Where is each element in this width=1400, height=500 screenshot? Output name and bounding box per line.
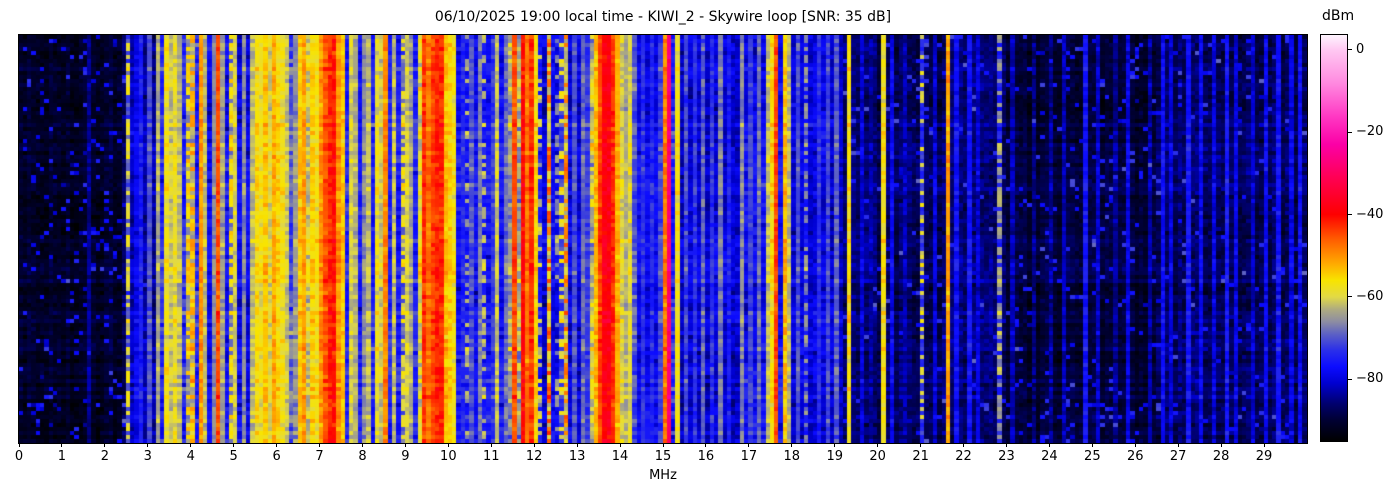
x-tick-mark bbox=[147, 443, 149, 447]
x-tick-mark bbox=[1091, 443, 1093, 447]
x-tick-mark bbox=[276, 443, 278, 447]
colorbar-tick-label: −40 bbox=[1356, 206, 1384, 222]
x-tick-label: 11 bbox=[482, 449, 500, 464]
x-tick-label: 14 bbox=[611, 449, 629, 464]
colorbar-tick-label: −60 bbox=[1356, 288, 1384, 304]
x-tick-mark bbox=[18, 443, 20, 447]
waterfall-plot-area bbox=[18, 34, 1308, 444]
x-tick-mark bbox=[662, 443, 664, 447]
x-tick-mark bbox=[1220, 443, 1222, 447]
x-tick-label: 4 bbox=[186, 449, 195, 464]
x-tick-label: 27 bbox=[1169, 449, 1187, 464]
x-tick-label: 9 bbox=[401, 449, 410, 464]
colorbar-tick-label: −80 bbox=[1356, 371, 1384, 387]
x-tick-label: 6 bbox=[272, 449, 281, 464]
x-tick-mark bbox=[319, 443, 321, 447]
x-tick-mark bbox=[834, 443, 836, 447]
colorbar-tick-mark bbox=[1348, 378, 1352, 380]
x-tick-label: 28 bbox=[1212, 449, 1230, 464]
x-tick-label: 23 bbox=[998, 449, 1015, 464]
x-axis-label: MHz bbox=[649, 468, 677, 483]
x-tick-mark bbox=[791, 443, 793, 447]
x-tick-mark bbox=[404, 443, 406, 447]
x-tick-mark bbox=[619, 443, 621, 447]
x-tick-label: 25 bbox=[1084, 449, 1101, 464]
x-tick-label: 17 bbox=[740, 449, 758, 464]
colorbar-tick-mark bbox=[1348, 214, 1352, 216]
x-tick-mark bbox=[1177, 443, 1179, 447]
x-tick-mark bbox=[877, 443, 879, 447]
x-tick-label: 5 bbox=[229, 449, 238, 464]
x-tick-mark bbox=[705, 443, 707, 447]
x-tick-mark bbox=[963, 443, 965, 447]
x-tick-mark bbox=[233, 443, 235, 447]
waterfall-canvas bbox=[19, 35, 1307, 443]
x-tick-label: 7 bbox=[315, 449, 324, 464]
colorbar-tick-mark bbox=[1348, 49, 1352, 51]
x-tick-mark bbox=[361, 443, 363, 447]
x-tick-mark bbox=[190, 443, 192, 447]
x-tick-mark bbox=[533, 443, 535, 447]
colorbar bbox=[1320, 34, 1348, 442]
x-tick-mark bbox=[1048, 443, 1050, 447]
x-tick-label: 8 bbox=[358, 449, 367, 464]
x-tick-label: 3 bbox=[143, 449, 152, 464]
x-tick-mark bbox=[576, 443, 578, 447]
x-tick-label: 18 bbox=[783, 449, 801, 464]
x-tick-label: 0 bbox=[14, 449, 24, 464]
x-tick-label: 12 bbox=[525, 449, 543, 464]
x-tick-label: 13 bbox=[568, 449, 586, 464]
x-tick-mark bbox=[748, 443, 750, 447]
colorbar-tick-label: 0 bbox=[1356, 41, 1365, 57]
x-tick-label: 15 bbox=[654, 449, 672, 464]
x-tick-label: 19 bbox=[826, 449, 843, 464]
x-tick-mark bbox=[1134, 443, 1136, 447]
x-tick-label: 1 bbox=[57, 449, 67, 464]
x-tick-mark bbox=[61, 443, 63, 447]
x-tick-mark bbox=[920, 443, 922, 447]
colorbar-tick-mark bbox=[1348, 296, 1352, 298]
x-tick-label: 2 bbox=[100, 449, 109, 464]
x-tick-label: 24 bbox=[1041, 449, 1058, 464]
x-tick-label: 26 bbox=[1126, 449, 1144, 464]
x-tick-mark bbox=[1263, 443, 1265, 447]
x-tick-label: 21 bbox=[912, 449, 929, 464]
x-tick-label: 16 bbox=[697, 449, 715, 464]
x-tick-mark bbox=[104, 443, 106, 447]
x-tick-mark bbox=[490, 443, 492, 447]
colorbar-unit-label: dBm bbox=[1322, 8, 1355, 24]
x-tick-label: 29 bbox=[1255, 449, 1273, 464]
colorbar-tick-label: −20 bbox=[1356, 124, 1384, 140]
x-tick-label: 20 bbox=[869, 449, 886, 464]
x-tick-mark bbox=[447, 443, 449, 447]
x-tick-label: 22 bbox=[955, 449, 972, 464]
x-tick-mark bbox=[1005, 443, 1007, 447]
colorbar-tick-mark bbox=[1348, 131, 1352, 133]
x-tick-label: 10 bbox=[440, 449, 457, 464]
chart-title: 06/10/2025 19:00 local time - KIWI_2 - S… bbox=[434, 9, 892, 25]
